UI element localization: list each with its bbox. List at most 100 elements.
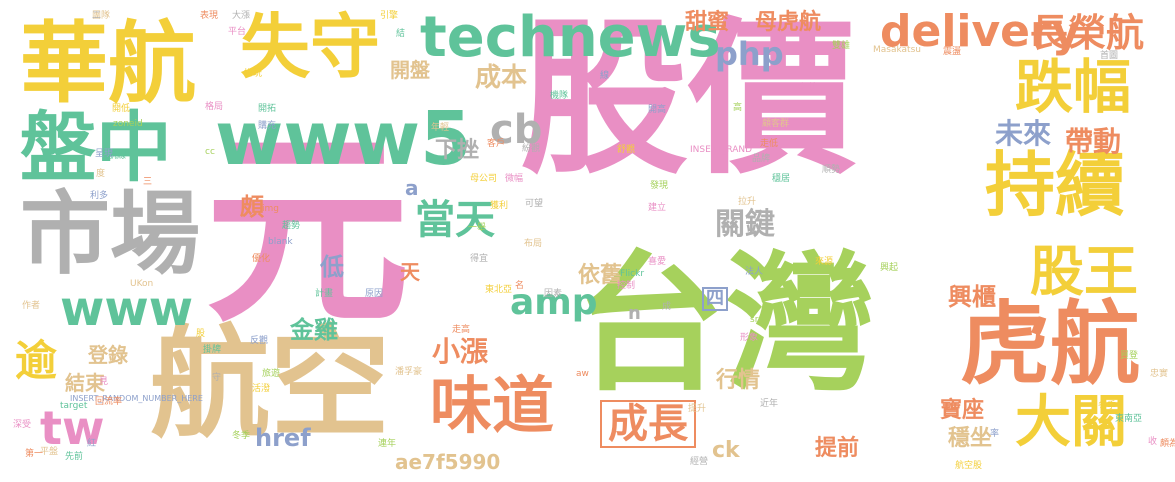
small-word: 利多 xyxy=(90,191,109,201)
small-word: 作者 xyxy=(22,301,41,311)
word: 成本 xyxy=(475,63,528,93)
word: 小漲 xyxy=(432,335,489,368)
small-word: 忠實 xyxy=(1150,369,1169,379)
small-word: 股 xyxy=(196,329,206,339)
small-word: 舒觀 xyxy=(617,145,636,155)
word: 甜蜜 xyxy=(685,10,730,35)
small-word: 收 xyxy=(1148,437,1158,447)
small-word: 掛牌 xyxy=(203,345,222,355)
small-word: 相比 xyxy=(800,83,819,93)
small-word: Flickr xyxy=(620,269,645,279)
small-word: 航線 xyxy=(108,151,127,161)
small-word: 平台 xyxy=(228,27,247,37)
word: 行情 xyxy=(716,368,761,393)
small-word: cc xyxy=(205,147,215,157)
small-word: UKon xyxy=(130,279,154,289)
word: 航空 xyxy=(150,315,390,454)
word: 元 xyxy=(205,113,410,351)
small-word: 近年 xyxy=(760,399,779,409)
word: 股王 xyxy=(1030,240,1138,303)
word: n xyxy=(628,303,641,324)
small-word: src xyxy=(750,315,764,325)
small-word: 冬季 xyxy=(232,431,251,441)
word: 頗 xyxy=(240,193,264,221)
small-word: aw xyxy=(576,369,589,379)
word: 持續 xyxy=(985,144,1125,226)
small-word: 發現 xyxy=(650,181,669,191)
word: 低 xyxy=(320,253,344,281)
small-word: 建立 xyxy=(648,203,667,213)
word: 寶座 xyxy=(940,398,985,423)
small-word: 購充 xyxy=(258,121,277,131)
word: a xyxy=(405,176,419,200)
small-word: 度 xyxy=(96,169,106,179)
word-text: 成長 xyxy=(608,401,688,447)
small-word: 紅 xyxy=(87,439,97,449)
small-word: 回流率 xyxy=(95,397,123,407)
word: 逾 xyxy=(15,336,58,385)
small-word: 團隊 xyxy=(92,11,111,21)
small-word: 控制 xyxy=(617,281,636,291)
small-word: 旅遊 xyxy=(262,369,281,379)
small-word: Masakatsu xyxy=(873,45,921,55)
word: 長榮航 xyxy=(1030,11,1145,55)
word: tw xyxy=(40,401,105,455)
word: 台灣 xyxy=(575,238,876,412)
small-word: 冬季 xyxy=(1098,401,1117,411)
word: 味道 xyxy=(430,369,555,442)
word: 下挫 xyxy=(435,138,480,163)
small-word: 喜愛 xyxy=(648,257,667,267)
word: www xyxy=(60,281,194,337)
word: 華航 xyxy=(20,12,197,115)
small-word: 大漲 xyxy=(232,11,251,21)
small-word: 品牌 xyxy=(752,154,771,164)
word: 帶動 xyxy=(1065,125,1122,158)
small-word: 連年 xyxy=(378,439,397,449)
small-word: 因素 xyxy=(544,289,563,299)
small-word: 高 xyxy=(733,103,743,113)
small-word: 顧客群 xyxy=(762,119,790,129)
small-word: zoneid xyxy=(113,119,143,129)
small-word: 頗為 xyxy=(1160,439,1175,449)
small-word: 來源 xyxy=(815,257,834,267)
word: 穩坐 xyxy=(948,426,993,451)
word: 虎航 xyxy=(960,292,1140,397)
small-word: 機隊 xyxy=(550,91,569,101)
small-word: 平盤 xyxy=(40,447,59,457)
word: 開盤 xyxy=(390,58,430,82)
small-word: 格局 xyxy=(205,102,224,112)
small-word: 反觀 xyxy=(250,336,269,346)
word: ae7f5990 xyxy=(395,450,501,474)
small-word: 計畫 xyxy=(315,289,334,299)
small-word: 紛觀 xyxy=(522,144,541,154)
small-word: 形象 xyxy=(740,333,759,343)
small-word: 首圖 xyxy=(1100,51,1119,61)
word: 提前 xyxy=(815,436,860,461)
small-word: 年輕 xyxy=(431,123,450,133)
word: 當天 xyxy=(415,197,495,243)
word: 盤中 xyxy=(20,103,172,192)
small-word: 先前 xyxy=(65,452,84,462)
small-word: 線 xyxy=(600,71,610,81)
small-word: 二 xyxy=(92,11,102,21)
small-word: 走低 xyxy=(760,139,779,149)
small-word: 客戶 xyxy=(487,139,506,149)
small-word: 呈現 xyxy=(95,149,114,159)
small-word: 開高 xyxy=(648,105,667,115)
small-word: 優化 xyxy=(252,254,271,264)
small-word: 率 xyxy=(990,429,1000,439)
small-word: 穩居 xyxy=(772,174,791,184)
word: ck xyxy=(712,438,740,463)
word: technews xyxy=(420,5,721,70)
word: 四 xyxy=(702,287,728,311)
word: 未來 xyxy=(995,117,1052,150)
word: 結束 xyxy=(65,371,105,395)
small-word: blank xyxy=(268,237,293,247)
small-word: 第一 xyxy=(25,449,44,459)
small-word: 結 xyxy=(396,29,406,39)
small-word: 順勢 xyxy=(822,165,841,175)
small-word: 原因 xyxy=(365,289,384,299)
small-word: 活潑 xyxy=(252,384,271,394)
small-word: 引擎 xyxy=(380,11,399,21)
